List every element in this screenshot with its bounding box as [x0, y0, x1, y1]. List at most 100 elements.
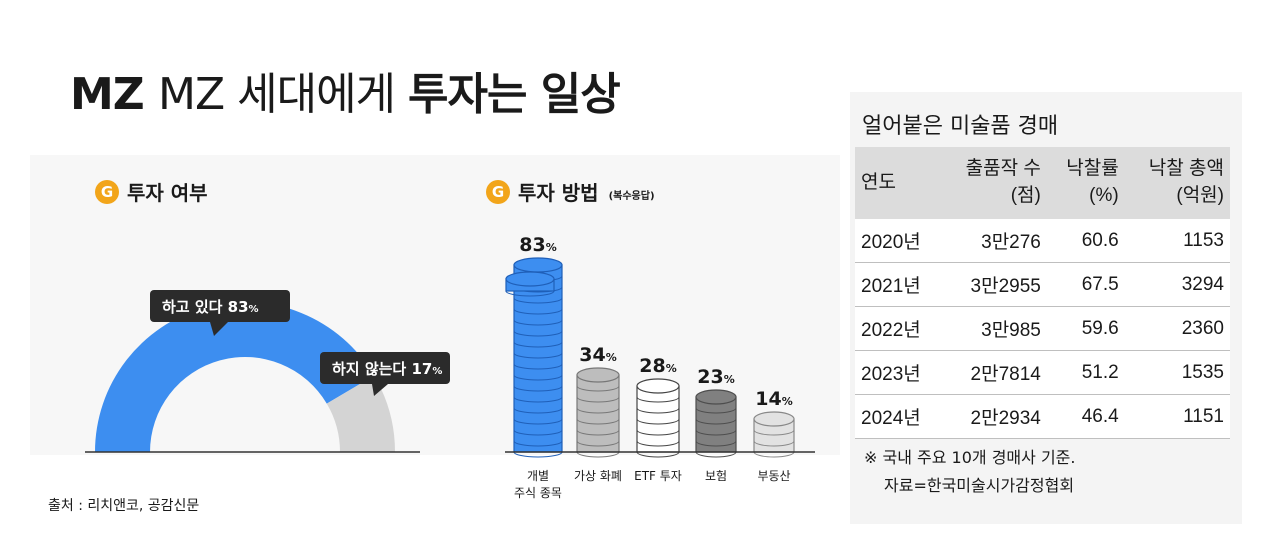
table-header-cell: 연도: [855, 147, 942, 219]
bar-category-label: 주식 종목: [514, 486, 562, 500]
table-row: 2022년 3만985 59.6 2360: [855, 306, 1230, 351]
coin-edge: [636, 407, 680, 414]
bar-category-label: 부동산: [757, 469, 790, 483]
table-row: 2023년 2만7814 51.2 1535: [855, 350, 1230, 395]
coin-edge: [513, 429, 563, 436]
method-bar: 14% 부동산: [753, 388, 795, 483]
table-header-text: 연도: [861, 171, 896, 193]
table-cell: 2360: [1124, 306, 1230, 351]
table-cell: 2023년: [855, 350, 942, 395]
table-cell: 1153: [1124, 219, 1230, 263]
table-note-basis: ※ 국내 주요 10개 경매사 기준.: [864, 448, 1076, 467]
invest-status-chart: 하고 있다 83% 하지 않는다 17%: [85, 290, 450, 453]
table-header-text: (억원): [1176, 185, 1224, 206]
coin-top: [513, 257, 563, 273]
coin-stack-body: [636, 385, 680, 453]
coin-edge: [513, 363, 563, 370]
coin-edge: [576, 451, 620, 458]
callout-label: 하지 않는다 17%: [332, 360, 442, 378]
callout-box: [320, 352, 450, 384]
coin-edge: [695, 407, 737, 414]
bar-value-label: 28%: [639, 355, 676, 377]
table-note: ※ 국내 주요 10개 경매사 기준. 자료=한국미술시가감정협회: [864, 444, 1075, 500]
coin-top: [695, 389, 737, 405]
art-auction-table-box: 얼어붙은 미술품 경매 연도 출품작 수 (점) 낙찰률 (%) 낙찰 총액 (억원) 20…: [850, 92, 1242, 524]
table-cell: 59.6: [1046, 306, 1125, 351]
table-note-source: 자료=한국미술시가감정협회: [884, 476, 1075, 495]
coin-edge: [636, 396, 680, 403]
callout-pointer: [210, 322, 228, 336]
coin-edge: [695, 451, 737, 458]
coin-edge: [636, 418, 680, 425]
coin-edge: [695, 440, 737, 447]
table-cell: 3만276: [941, 219, 1047, 263]
table-cell: 2020년: [855, 219, 942, 263]
coin-edge: [753, 429, 795, 436]
table-header-cell: 낙찰률 (%): [1046, 147, 1125, 219]
coin-edge: [576, 440, 620, 447]
coin-edge: [513, 352, 563, 359]
table-cell: 60.6: [1046, 219, 1125, 263]
bar-value-label: 34%: [579, 344, 616, 366]
invest-method-title: G 투자 방법 (복수응답): [486, 177, 655, 206]
table-header-cell: 출품작 수 (점): [941, 147, 1047, 219]
callout-box: [150, 290, 290, 322]
coin-edge: [513, 418, 563, 425]
art-auction-table: 연도 출품작 수 (점) 낙찰률 (%) 낙찰 총액 (억원) 2020년 3만276 60.6…: [855, 147, 1230, 439]
table-header-cell: 낙찰 총액 (억원): [1124, 147, 1230, 219]
coin-edge: [576, 429, 620, 436]
method-bar: 28% ETF 투자: [634, 355, 682, 483]
headline: MZ MZ 세대에게 투자는 일상: [70, 58, 621, 122]
coin-edge: [636, 429, 680, 436]
bar-category-label: 보험: [705, 469, 727, 483]
method-bar: 34% 가상 화폐: [574, 344, 622, 483]
coin-offset-top: [505, 271, 555, 287]
method-bar: 23% 보험: [695, 366, 737, 483]
coin-edge: [576, 396, 620, 403]
coin-top: [753, 411, 795, 427]
table-header-text: 낙찰률: [1066, 158, 1119, 180]
coin-edge: [513, 330, 563, 337]
bar-category-label: ETF 투자: [634, 469, 682, 483]
source-credit: 출처 : 리치앤코, 공감신문: [48, 498, 200, 514]
table-header-text: (%): [1089, 185, 1119, 206]
invest-status-title-text: 투자 여부: [127, 181, 208, 205]
table-row: 2021년 3만2955 67.5 3294: [855, 262, 1230, 307]
table-cell: 2만7814: [941, 350, 1047, 395]
coin-edge: [505, 290, 555, 297]
table-cell: 51.2: [1046, 350, 1125, 395]
coin-edge: [753, 451, 795, 458]
coin-edge: [513, 385, 563, 392]
coin-edge: [576, 418, 620, 425]
callout-pointer: [372, 384, 388, 396]
table-cell: 67.5: [1046, 262, 1125, 307]
coin-edge: [695, 418, 737, 425]
table-cell: 2022년: [855, 306, 942, 351]
table-cell: 46.4: [1046, 394, 1125, 439]
table-cell: 2024년: [855, 394, 942, 439]
table-header-text: (점): [1010, 185, 1041, 206]
coin-edge: [513, 374, 563, 381]
coin-edge: [513, 451, 563, 458]
table-cell: 3만985: [941, 306, 1047, 351]
invest-method-subtitle: (복수응답): [608, 191, 655, 202]
g-logo-icon: G: [486, 179, 510, 204]
coin-top: [636, 378, 680, 394]
invest-status-title: G 투자 여부: [95, 177, 208, 206]
gauge-callout: 하지 않는다 17%: [320, 352, 450, 396]
coin-edge: [513, 297, 563, 304]
coin-edge: [513, 319, 563, 326]
headline-part1: MZ 세대에게: [158, 69, 409, 120]
coin-edge: [636, 451, 680, 458]
g-logo-icon: G: [95, 179, 119, 204]
coin-edge: [576, 385, 620, 392]
coin-edge: [636, 440, 680, 447]
coin-edge: [753, 440, 795, 447]
bar-value-label: 14%: [755, 388, 792, 410]
table-cell: 2만2934: [941, 394, 1047, 439]
bar-category-label: 가상 화폐: [574, 469, 622, 483]
headline-mz: MZ: [70, 69, 159, 120]
gauge-slice: [326, 375, 395, 452]
